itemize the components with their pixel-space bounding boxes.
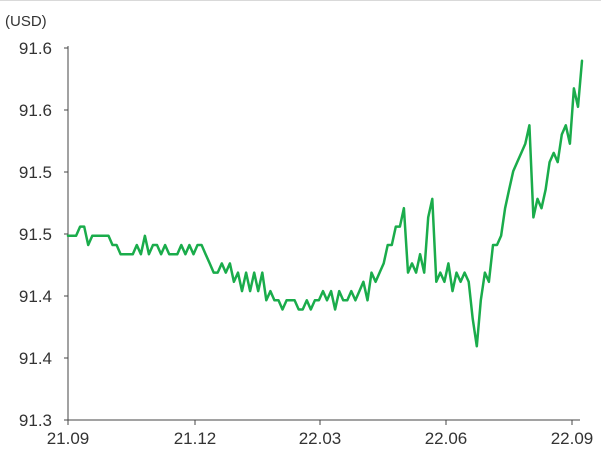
x-tick-label: 22.03 xyxy=(299,429,342,448)
y-axis: 91.6 91.6 91.5 91.5 91.4 91.4 91.3 xyxy=(19,39,69,430)
y-tick-label: 91.5 xyxy=(19,163,52,182)
series-line xyxy=(66,59,584,348)
y-tick-label: 91.6 xyxy=(19,39,52,58)
series-group xyxy=(66,59,584,348)
y-tick-label: 91.4 xyxy=(19,349,52,368)
y-tick-label: 91.3 xyxy=(19,411,52,430)
y-tick-label: 91.5 xyxy=(19,225,52,244)
x-tick-label: 21.09 xyxy=(47,429,90,448)
y-unit-label: (USD) xyxy=(5,13,47,30)
x-tick-label: 22.09 xyxy=(551,429,594,448)
x-tick-label: 21.12 xyxy=(174,429,217,448)
y-tick-label: 91.6 xyxy=(19,101,52,120)
x-tick-label: 22.06 xyxy=(425,429,468,448)
y-tick-label: 91.4 xyxy=(19,287,52,306)
x-axis: 21.09 21.12 22.03 22.06 22.09 xyxy=(47,419,594,448)
top-divider xyxy=(0,0,601,1)
